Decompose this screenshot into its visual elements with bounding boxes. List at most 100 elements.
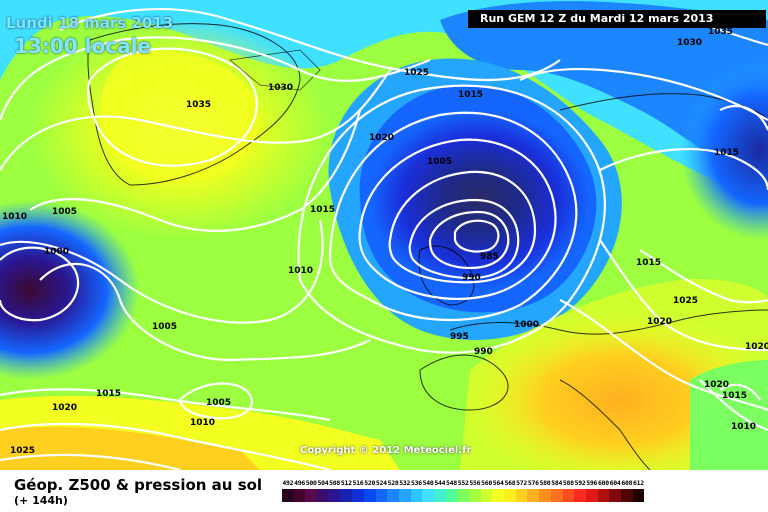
isobar-label: 1015 [636,258,661,268]
scale-swatch [620,489,633,502]
isobar-1015 [29,109,362,233]
scale-swatch [410,489,423,502]
scale-value: 492 [282,479,294,487]
isobar-label: 995 [450,332,469,342]
scale-swatch [340,489,353,502]
isobar-label: 1015 [310,205,335,215]
scale-value: 564 [492,479,504,487]
forecast-time: 13:00 locale [14,34,151,58]
scale-value: 596 [586,479,598,487]
scale-value: 568 [504,479,516,487]
east-green [690,360,768,470]
scale-value: 612 [633,479,644,487]
scale-swatch [492,489,505,502]
scale-value: 576 [527,479,539,487]
scale-swatch [539,489,551,502]
scale-value: 532 [399,479,411,487]
scale-swatch [363,489,376,502]
scale-swatch [282,489,294,502]
isobar-label: 1020 [704,380,729,390]
scale-value: 544 [434,479,446,487]
scale-swatch [480,489,493,502]
isobar-1035 [86,47,258,167]
isobar-label: 1020 [745,342,768,352]
isobar-label: 1015 [96,389,121,399]
isobar-label: 1015 [458,90,483,100]
isobar-label: 1005 [52,207,77,217]
scale-value: 536 [410,479,422,487]
western-low [0,200,140,380]
isobar-1015-trough [297,84,606,354]
isobar-1015-se [559,299,768,412]
isobar-label: 1015 [722,391,747,401]
isobar-label: 985 [480,252,499,262]
isobar-label: 1010 [731,422,756,432]
scale-value: 556 [469,479,481,487]
isobar-labels: 1035 1030 1025 1020 1015 1005 1010 1000 … [2,27,768,456]
scale-value: 600 [597,479,609,487]
british-isles-coast [418,245,475,306]
isobar-label: 1030 [677,38,702,48]
isobar-label: 1020 [647,317,672,327]
isobar-990 [428,210,510,270]
isobar-label: 1025 [673,296,698,306]
scale-swatch [469,489,481,502]
isobar-label: 1035 [186,100,211,110]
isobar-label: 1020 [369,133,394,143]
scale-value: 524 [375,479,387,487]
legend-title: Géop. Z500 & pression au sol [14,476,263,494]
scale-value: 588 [562,479,574,487]
scale-swatch [433,489,446,502]
color-scale: 492 496 500 504 508 512 516 520 524 528 532 536 540 5… [282,479,750,502]
scale-swatch [293,489,306,502]
scale-swatch [504,489,516,502]
scale-swatch [527,489,540,502]
isobar-1020-south [0,422,331,470]
isobar-1015-south [0,388,331,422]
isobar-1000-trough [388,170,537,284]
isobar-1000-west [0,246,80,322]
scale-swatch [609,489,621,502]
scale-swatch [515,489,528,502]
scale-swatch [352,489,364,502]
isobar-1005-trough [358,138,557,300]
isobar-1005-south [178,382,253,420]
scale-labels: 492 496 500 504 508 512 516 520 524 528 532 536 540 5… [282,479,750,487]
isobar-1025 [0,36,431,121]
scale-value: 512 [340,479,352,487]
scale-swatch [422,489,434,502]
run-info: Run GEM 12 Z du Mardi 12 mars 2013 [468,10,766,28]
scale-value: 504 [317,479,329,487]
scale-value: 560 [481,479,492,487]
scale-value: 548 [446,479,457,487]
scale-value: 516 [352,479,364,487]
isobar-label: 1005 [152,322,177,332]
isobar-1030 [59,8,561,82]
isobar-label: 1025 [10,446,35,456]
legend-subtitle: (+ 144h) [14,494,68,507]
scale-value: 500 [305,479,317,487]
scale-swatch [457,489,469,502]
iceland-coast [229,49,321,91]
scale-value: 592 [574,479,586,487]
isobar-1025-south [0,453,181,470]
isobar-label: 1010 [190,418,215,428]
isobar-label: 1010 [288,266,313,276]
scale-swatch [445,489,458,502]
isobar-label: 1025 [404,68,429,78]
scale-swatch [574,489,586,502]
forecast-date: Lundi 18 mars 2013 [6,14,174,32]
isobar-1010 [0,219,324,324]
isobars [0,8,768,470]
scale-value: 608 [621,479,633,487]
scale-value: 540 [422,479,434,487]
isobar-1010-trough [328,111,578,322]
scale-value: 508 [329,479,341,487]
scale-value: 520 [364,479,376,487]
isobar-995 [408,198,520,280]
forecast-map: 1035 1030 1025 1020 1015 1005 1010 1000 … [0,0,768,470]
scale-value: 604 [609,479,621,487]
europe-coast [449,309,768,335]
scale-swatch [375,489,388,502]
isobar-1025-se [639,249,768,304]
